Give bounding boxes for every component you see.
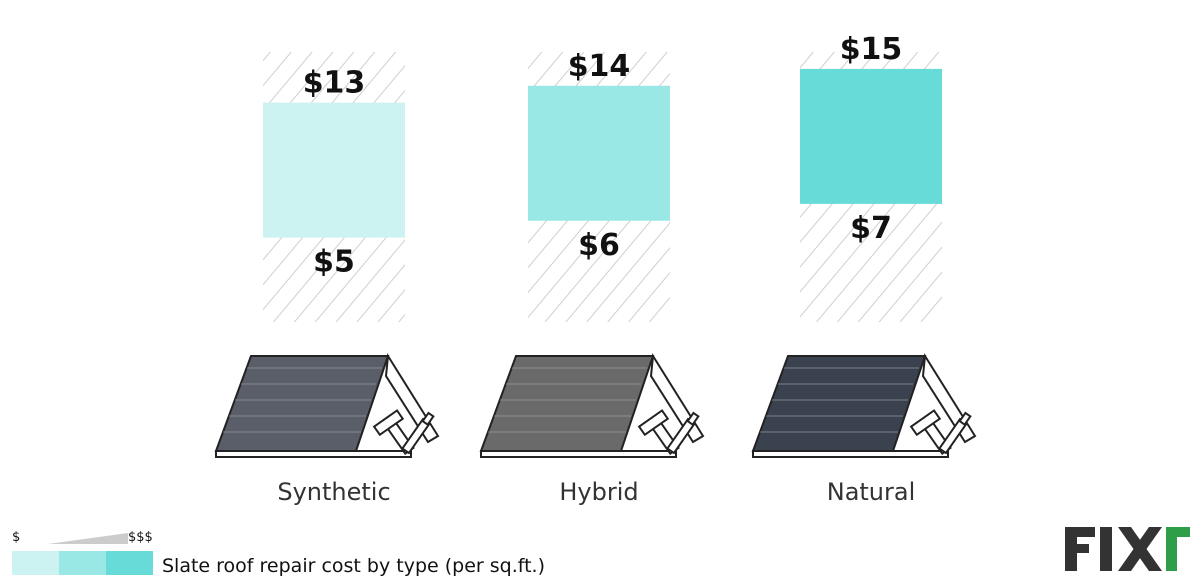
- legend-swatches: [12, 551, 153, 575]
- category-label-hybrid: Hybrid: [559, 478, 638, 506]
- legend-swatch-2: [59, 551, 106, 575]
- legend: $ $$$ Slate roof repair cost by type (pe…: [12, 530, 545, 577]
- high-label-natural: $15: [840, 32, 903, 67]
- legend-high-symbol: $$$: [128, 530, 153, 545]
- hybrid-roof-illustration: [480, 355, 704, 458]
- high-label-hybrid: $14: [568, 49, 631, 84]
- fixr-logo: [1065, 527, 1190, 571]
- synthetic-roof-illustration: [215, 355, 439, 458]
- low-label-synthetic: $5: [313, 245, 355, 280]
- legend-ramp-icon: [48, 533, 128, 544]
- bar-natural: [800, 68, 942, 204]
- bar-synthetic: [263, 102, 405, 238]
- low-label-natural: $7: [850, 211, 892, 246]
- high-label-synthetic: $13: [303, 66, 366, 101]
- legend-low-symbol: $: [12, 530, 20, 545]
- labels-layer: $13 $5 Synthetic $14 $6 Hybrid $15 $7 Natural: [277, 32, 915, 506]
- legend-swatch-3: [106, 551, 153, 575]
- legend-caption: Slate roof repair cost by type (per sq.f…: [162, 555, 545, 577]
- natural-roof-illustration: [752, 355, 976, 458]
- legend-swatch-1: [12, 551, 59, 575]
- illustration-layer: [215, 355, 976, 458]
- category-label-synthetic: Synthetic: [277, 478, 390, 506]
- low-label-hybrid: $6: [578, 228, 620, 263]
- bars-layer: [263, 52, 942, 322]
- bar-hybrid: [528, 85, 670, 221]
- category-label-natural: Natural: [827, 478, 916, 506]
